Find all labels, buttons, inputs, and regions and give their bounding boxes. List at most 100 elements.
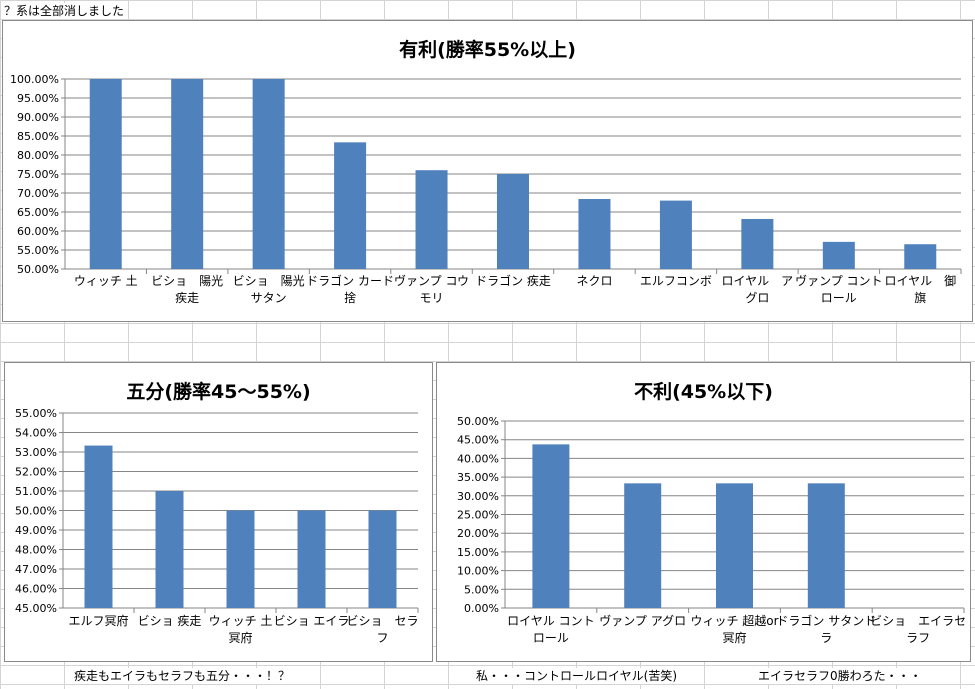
y-tick-label: 55.00%	[15, 407, 57, 420]
x-category-label: ビショ エイラ	[274, 614, 350, 628]
bar[interactable]	[807, 483, 845, 608]
bar[interactable]	[226, 510, 255, 609]
chart-even[interactable]: 五分(勝率45～55%) 45.00% 46.00% 47.00% 48.00% 49.…	[4, 362, 433, 662]
top-note: ？系は全部消しました	[2, 3, 127, 19]
x-category-label: ビショ 疾走	[138, 613, 202, 628]
bar[interactable]	[415, 170, 448, 269]
y-tick-label: 100.00%	[10, 73, 59, 86]
y-tick-label: 0.00%	[464, 602, 499, 615]
x-category-label: ロイヤル コント	[507, 614, 594, 628]
bar[interactable]	[171, 79, 204, 269]
y-tick-label: 51.00%	[15, 485, 57, 498]
y-tick-label: 52.00%	[15, 466, 57, 479]
x-category-label: ロイヤル ア	[722, 274, 794, 288]
x-category-label: 冥府	[722, 630, 746, 645]
y-tick-label: 45.00%	[15, 602, 57, 615]
x-category-label: ビショ エイラセ	[870, 614, 966, 628]
chart-plot: 0.00% 5.00% 10.00% 15.00% 20.00% 25.00% 30.00%…	[457, 415, 966, 645]
x-category-label: ロイヤル 御	[884, 273, 956, 288]
y-tick-label: 75.00%	[17, 168, 59, 181]
bar[interactable]	[252, 79, 285, 269]
chart-title: 不利(45%以下)	[634, 381, 773, 403]
y-tick-label: 50.00%	[457, 415, 499, 428]
y-tick-label: 30.00%	[457, 490, 499, 503]
bar[interactable]	[155, 491, 184, 608]
x-category-label: エルフコンボ	[640, 274, 712, 288]
x-category-label: ドラゴン サタンド	[776, 613, 876, 628]
chart-plot: 45.00% 46.00% 47.00% 48.00% 49.00% 50.00% 51.0…	[15, 407, 418, 645]
y-tick-label: 65.00%	[17, 206, 59, 219]
x-category-label: 疾走	[175, 290, 199, 305]
y-tick-label: 85.00%	[17, 130, 59, 143]
x-category-label: ヴァンプ コント	[795, 273, 882, 288]
bar[interactable]	[822, 241, 855, 269]
y-tick-label: 20.00%	[457, 527, 499, 540]
bottom-note-3: エイラセラフ0勝わろた・・・	[756, 668, 924, 684]
y-tick-label: 50.00%	[17, 263, 59, 276]
y-tick-label: 95.00%	[17, 92, 59, 105]
bar[interactable]	[716, 483, 753, 608]
y-tick-label: 35.00%	[457, 471, 499, 484]
x-category-label: ウィッチ 土	[74, 274, 138, 288]
y-tick-label: 25.00%	[457, 509, 499, 522]
x-category-label: グロ	[745, 291, 769, 305]
bar[interactable]	[84, 445, 113, 608]
x-category-label: モリ	[420, 291, 444, 305]
bar[interactable]	[659, 200, 692, 269]
x-category-label: サタン	[251, 291, 287, 305]
x-category-label: ビショ 陽光	[151, 274, 223, 288]
bar[interactable]	[532, 444, 570, 608]
y-tick-label: 80.00%	[17, 149, 59, 162]
chart-disadvantage[interactable]: 不利(45%以下) 0.00% 5.00% 10.00% 15.00% 20.00% 25…	[436, 362, 971, 662]
x-category-label: 旗	[914, 290, 926, 305]
x-category-label: ドラゴン 疾走	[475, 273, 551, 288]
y-tick-label: 5.00%	[464, 583, 499, 596]
x-category-label: ウィッチ 土	[209, 614, 273, 628]
bar[interactable]	[904, 244, 937, 269]
x-category-label: ビショ セラ	[346, 614, 418, 628]
chart-advantage[interactable]: 有利(勝率55%以上) 50.00% 55.00% 60.00% 65.00% 70.0…	[2, 20, 973, 322]
bar[interactable]	[368, 510, 397, 609]
y-tick-label: 54.00%	[15, 427, 57, 440]
x-category-label: ウィッチ 超越or	[690, 613, 778, 628]
y-tick-label: 47.00%	[15, 563, 57, 576]
y-tick-label: 10.00%	[457, 565, 499, 578]
x-category-label: ヴァンプ アグロ	[599, 613, 686, 628]
x-category-label: ドラゴン カード	[306, 273, 394, 288]
chart-title: 五分(勝率45～55%)	[126, 381, 311, 403]
y-tick-label: 15.00%	[457, 546, 499, 559]
y-tick-label: 50.00%	[15, 505, 57, 518]
x-category-label: フ	[376, 631, 388, 645]
x-category-label: ロール	[821, 291, 857, 305]
bar[interactable]	[497, 174, 529, 269]
bar[interactable]	[334, 142, 367, 269]
x-category-label: エルフ冥府	[68, 613, 128, 628]
y-tick-label: 45.00%	[457, 434, 499, 447]
bar[interactable]	[89, 79, 122, 269]
x-category-label: 捨	[344, 290, 356, 305]
chart-plot: 50.00% 55.00% 60.00% 65.00% 70.00% 75.00% 80.0…	[10, 73, 962, 305]
y-tick-label: 53.00%	[15, 446, 57, 459]
y-tick-label: 48.00%	[15, 544, 57, 557]
y-tick-label: 55.00%	[17, 244, 59, 257]
y-tick-label: 46.00%	[15, 583, 57, 596]
x-category-label: ネクロ	[576, 274, 612, 288]
x-category-label: ロール	[533, 631, 569, 645]
bar[interactable]	[297, 510, 326, 609]
x-category-label: ラ	[820, 631, 832, 645]
y-tick-label: 60.00%	[17, 225, 59, 238]
bottom-note-1: 疾走もエイラもセラフも五分・・・！？	[72, 668, 293, 684]
y-tick-label: 40.00%	[457, 452, 499, 465]
x-category-label: 冥府	[228, 630, 252, 645]
x-category-label: ビショ 陽光	[233, 274, 305, 288]
bottom-note-2: 私・・・コントロールロイヤル(苦笑)	[474, 668, 680, 684]
y-tick-label: 70.00%	[17, 187, 59, 200]
bar[interactable]	[741, 218, 774, 269]
chart-title: 有利(勝率55%以上)	[399, 39, 576, 61]
bar[interactable]	[624, 483, 662, 608]
x-category-label: ヴァンプ コウ	[394, 273, 469, 288]
y-tick-label: 90.00%	[17, 111, 59, 124]
bar[interactable]	[578, 199, 611, 269]
y-tick-label: 49.00%	[15, 524, 57, 537]
x-category-label: ラフ	[906, 631, 930, 645]
